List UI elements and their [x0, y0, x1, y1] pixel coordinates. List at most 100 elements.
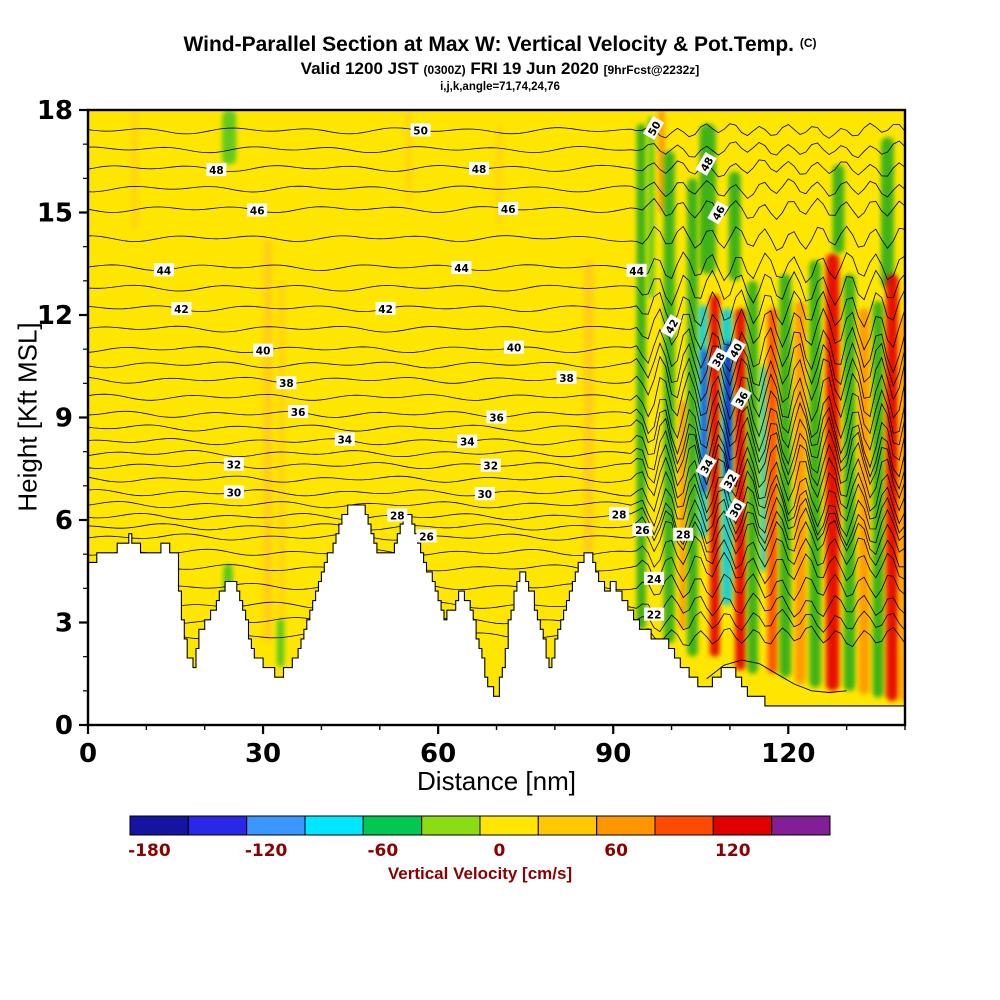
- colorbar-label: Vertical Velocity [cm/s]: [387, 864, 573, 883]
- contour-label-text: 42: [378, 304, 393, 316]
- colorbar-segment: [479, 815, 539, 836]
- colorbar: -180 -120 -60 0 60 120: [128, 815, 831, 861]
- contour-label-text: 36: [291, 407, 306, 419]
- velocity-band: [647, 116, 655, 298]
- contour-label-text: 42: [174, 304, 189, 316]
- contour-label-box: [206, 163, 227, 177]
- contour-label-box: [644, 607, 665, 621]
- velocity-band: [263, 239, 273, 644]
- contour-label-box: [707, 200, 729, 225]
- theta-contour: [88, 251, 905, 284]
- velocity-band: [277, 619, 285, 667]
- forecast-init: [9hrFcst@2232z]: [603, 63, 700, 77]
- x-axis-label: Distance [nm]: [417, 766, 576, 796]
- velocity-band: [495, 123, 503, 227]
- velocity-band: [795, 301, 807, 684]
- contour-label-text: 24: [647, 574, 662, 586]
- theta-contour: [88, 342, 905, 388]
- contour-label-box: [451, 261, 472, 275]
- contour-label-box: [673, 527, 694, 541]
- velocity-band: [405, 110, 413, 203]
- contour-label-text: 30: [227, 488, 242, 500]
- contour-label-box: [626, 263, 647, 277]
- contour-label-box: [171, 302, 192, 316]
- y-tick-label: 12: [37, 301, 73, 331]
- velocity-band: [881, 137, 894, 288]
- contour-label-text: 38: [279, 378, 294, 390]
- x-tick-label: 60: [420, 739, 456, 769]
- theta-contour: [88, 428, 905, 479]
- contour-label-box: [724, 497, 746, 522]
- contour-label-box: [609, 507, 630, 521]
- colorbar-tick-label: -60: [367, 841, 398, 861]
- terrain-silhouette: [88, 505, 905, 725]
- contour-label-text: 28: [676, 530, 691, 542]
- contour-label-text: 48: [472, 164, 487, 176]
- contour-label-box: [387, 508, 408, 522]
- contour-label-box: [253, 343, 274, 357]
- contour-label-box: [498, 202, 519, 215]
- theta-contour: [88, 551, 905, 585]
- contour-label-box: [288, 405, 309, 418]
- velocity-band: [222, 110, 237, 165]
- contour-label-text: 26: [419, 531, 434, 543]
- colorbar-tick-label: 0: [493, 841, 505, 861]
- y-tick-label: 3: [55, 609, 73, 639]
- theta-contour: [88, 496, 905, 538]
- contour-label-text: 32: [483, 461, 498, 473]
- theta-contour: [88, 416, 905, 469]
- contour-label-box: [660, 314, 682, 338]
- contour-label-box: [504, 340, 524, 354]
- contour-label-text: 46: [501, 204, 516, 216]
- velocity-band: [728, 171, 741, 281]
- y-tick-label: 9: [55, 404, 73, 434]
- colorbar-tick-label: 120: [715, 841, 751, 861]
- colorbar-segment: [187, 815, 248, 836]
- contour-label-text: 44: [157, 265, 172, 277]
- theta-contour: [88, 519, 905, 556]
- colorbar-segment: [771, 815, 831, 836]
- contour-label-text: 38: [559, 373, 574, 385]
- contour-label-text: 50: [413, 125, 428, 137]
- theta-contour: [88, 371, 905, 423]
- theta-contour: [88, 269, 905, 307]
- theta-contour: [88, 178, 905, 199]
- valid-time-utc: (0300Z): [423, 63, 466, 77]
- contour-label-box: [556, 370, 577, 384]
- x-tick-label: 120: [761, 739, 815, 769]
- velocity-band: [636, 123, 646, 630]
- colorbar-tick-label: -180: [128, 841, 171, 861]
- theta-contour: [88, 307, 905, 351]
- contour-label-text: 40: [256, 346, 271, 358]
- colorbar-segment: [596, 815, 656, 836]
- chart-title-units: (C): [799, 36, 817, 50]
- theta-contour: [88, 456, 905, 502]
- colorbar-segment: [654, 815, 714, 836]
- x-tick-label: 0: [79, 739, 97, 769]
- contour-label-box: [730, 386, 752, 411]
- contour-label-box: [153, 263, 174, 277]
- contour-label-box: [695, 151, 717, 176]
- low-theta-contour: [706, 659, 847, 693]
- velocity-band: [699, 123, 716, 274]
- theta-contour: [88, 197, 905, 221]
- contour-label-box: [718, 468, 741, 493]
- contour-label-text: 44: [454, 263, 469, 275]
- theta-contour: [88, 535, 905, 570]
- terrain-outline: [88, 504, 905, 707]
- y-axis-label: Height [Kft MSL]: [12, 322, 43, 512]
- x-tick-label: 90: [595, 739, 631, 769]
- contour-label-box: [480, 458, 501, 472]
- velocity-band: [130, 110, 139, 230]
- theta-contour: [88, 355, 905, 404]
- y-tick-label: 0: [55, 711, 73, 741]
- contour-label-text: 28: [390, 511, 405, 523]
- contour-label-box: [375, 301, 396, 315]
- colorbar-segment: [246, 815, 306, 836]
- contour-label-box: [643, 116, 665, 140]
- contour-label-box: [724, 338, 746, 362]
- contour-label-box: [223, 485, 244, 499]
- theta-contour: [88, 122, 905, 139]
- grid-annotation: i,j,k,angle=71,74,24,76: [440, 81, 560, 93]
